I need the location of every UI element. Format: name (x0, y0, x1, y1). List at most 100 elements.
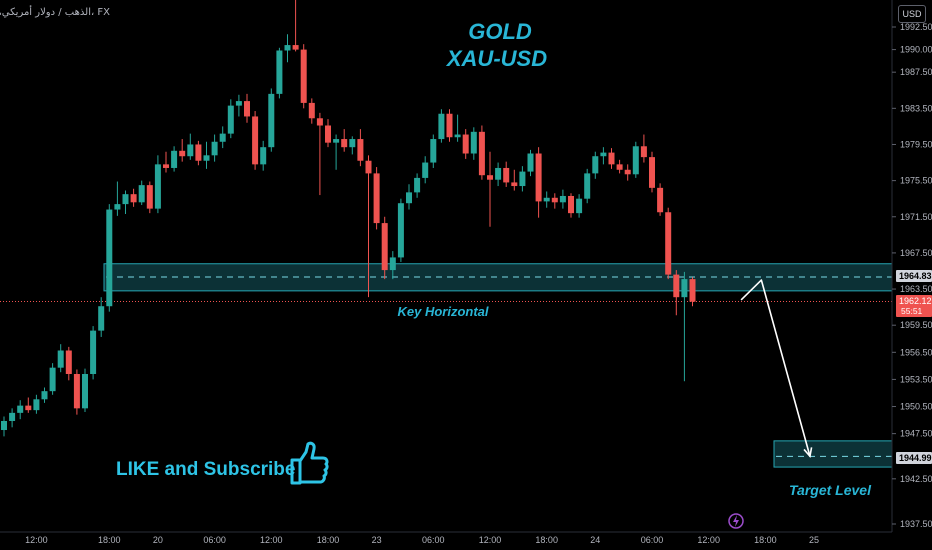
candle-body-52 (422, 162, 429, 178)
time-tick-label-2: 20 (153, 535, 163, 545)
candle-body-65 (527, 153, 534, 172)
time-tick-label-9: 18:00 (535, 535, 558, 545)
candle-body-70 (568, 195, 574, 214)
candle-body-24 (195, 144, 202, 161)
candle-body-80 (649, 157, 655, 188)
time-tick-label-0: 12:00 (25, 535, 48, 545)
candle-body-30 (244, 101, 250, 117)
candle-body-44 (357, 139, 364, 161)
candle-body-51 (414, 177, 421, 193)
candle-body-64 (519, 171, 526, 187)
candle-body-85 (689, 279, 696, 302)
current-price-tag: 1962.12 55:51 (896, 295, 932, 317)
price-tick-label-4: 1979.50 (900, 139, 932, 149)
current-price-value: 1962.12 (899, 296, 932, 306)
candle-body-79 (640, 146, 647, 158)
candle-body-11 (90, 330, 97, 374)
candle-body-68 (551, 197, 558, 203)
candle-body-37 (300, 49, 307, 103)
candle-body-21 (171, 150, 178, 168)
candle-body-31 (252, 116, 259, 165)
candle-body-4 (33, 399, 40, 411)
candle-body-48 (389, 257, 396, 271)
candle-body-54 (438, 113, 445, 140)
candle-body-2 (17, 405, 24, 413)
candle-body-6 (49, 367, 56, 392)
target-level-tag: 1944.99 (896, 452, 932, 464)
candle-body-77 (624, 169, 631, 175)
candle-body-1 (9, 412, 16, 421)
candle-body-82 (665, 212, 672, 275)
time-tick-label-7: 06:00 (422, 535, 445, 545)
price-tick-label-6: 1971.50 (900, 212, 932, 222)
candle-body-5 (41, 391, 48, 400)
time-tick-label-11: 06:00 (641, 535, 664, 545)
candle-body-40 (325, 125, 331, 143)
time-tick-label-4: 12:00 (260, 535, 283, 545)
candle-body-53 (430, 139, 437, 163)
price-tick-label-9: 1959.50 (900, 320, 932, 330)
time-tick-label-8: 12:00 (479, 535, 502, 545)
projection-layer (740, 279, 813, 459)
price-tick-label-12: 1950.50 (900, 402, 932, 412)
price-tick-label-13: 1947.50 (900, 429, 932, 439)
candle-body-15 (122, 194, 129, 205)
candle-body-57 (462, 134, 469, 154)
candle-body-10 (82, 373, 88, 409)
time-tick-label-6: 23 (372, 535, 382, 545)
candle-body-32 (260, 147, 267, 165)
candle-body-62 (503, 167, 510, 183)
price-tick-label-8: 1963.50 (900, 284, 932, 294)
currency-button[interactable]: USD (898, 5, 926, 23)
candle-body-39 (316, 118, 323, 126)
price-tick-label-5: 1975.50 (900, 176, 932, 186)
thumbs-up-icon (290, 441, 329, 485)
candle-body-35 (284, 45, 291, 51)
time-tick-label-10: 24 (590, 535, 600, 545)
price-tick-label-15: 1937.50 (900, 519, 932, 529)
candle-body-17 (138, 185, 145, 203)
candle-body-27 (219, 133, 226, 142)
symbol-info[interactable]: الذهب / دولار أمريكي، 1ساعة، FX (0, 5, 110, 18)
price-tick-label-3: 1983.50 (900, 103, 932, 113)
price-tick-label-2: 1987.50 (900, 67, 932, 77)
candles-layer (1, 0, 696, 437)
candle-body-83 (673, 274, 680, 298)
candle-body-43 (349, 139, 356, 148)
candle-body-73 (592, 156, 599, 174)
candle-body-34 (276, 50, 283, 94)
candle-body-20 (163, 164, 169, 168)
candle-body-8 (65, 350, 72, 374)
candle-body-63 (511, 182, 518, 187)
key-horizontal-label: Key Horizontal (397, 304, 488, 319)
time-tick-label-13: 18:00 (754, 535, 777, 545)
candle-body-61 (495, 167, 502, 180)
price-tick-label-0: 1992.50 (900, 22, 932, 32)
title-gold: GOLD (468, 19, 532, 44)
candle-body-33 (268, 93, 275, 148)
time-tick-label-14: 25 (809, 535, 819, 545)
candle-body-74 (600, 152, 607, 157)
time-tick-label-5: 18:00 (317, 535, 340, 545)
key-level-value: 1964.83 (899, 271, 932, 281)
candle-body-50 (406, 192, 412, 204)
candle-body-9 (73, 373, 80, 409)
key-level-tag: 1964.83 (896, 270, 932, 282)
price-axis[interactable]: 1992.50 1990.00 1987.50 1983.50 1979.50 1975.… (892, 22, 932, 529)
candle-body-29 (235, 101, 242, 106)
candle-body-76 (616, 164, 623, 170)
zone-2 (773, 440, 893, 468)
candle-body-81 (657, 187, 664, 213)
candle-body-12 (98, 306, 105, 331)
candle-body-67 (543, 197, 550, 202)
candle-body-71 (576, 198, 583, 214)
candle-body-36 (292, 45, 299, 50)
zone-1 (103, 263, 893, 292)
time-tick-label-3: 06:00 (203, 535, 226, 545)
candle-body-45 (365, 160, 372, 174)
lightning-icon[interactable] (728, 513, 744, 529)
time-axis[interactable]: 12:00 18:00 20 06:00 12:00 18:00 23 06:00 12:00 1… (25, 535, 819, 545)
price-tick-label-10: 1956.50 (900, 347, 932, 357)
projection-arrowhead (803, 447, 813, 459)
